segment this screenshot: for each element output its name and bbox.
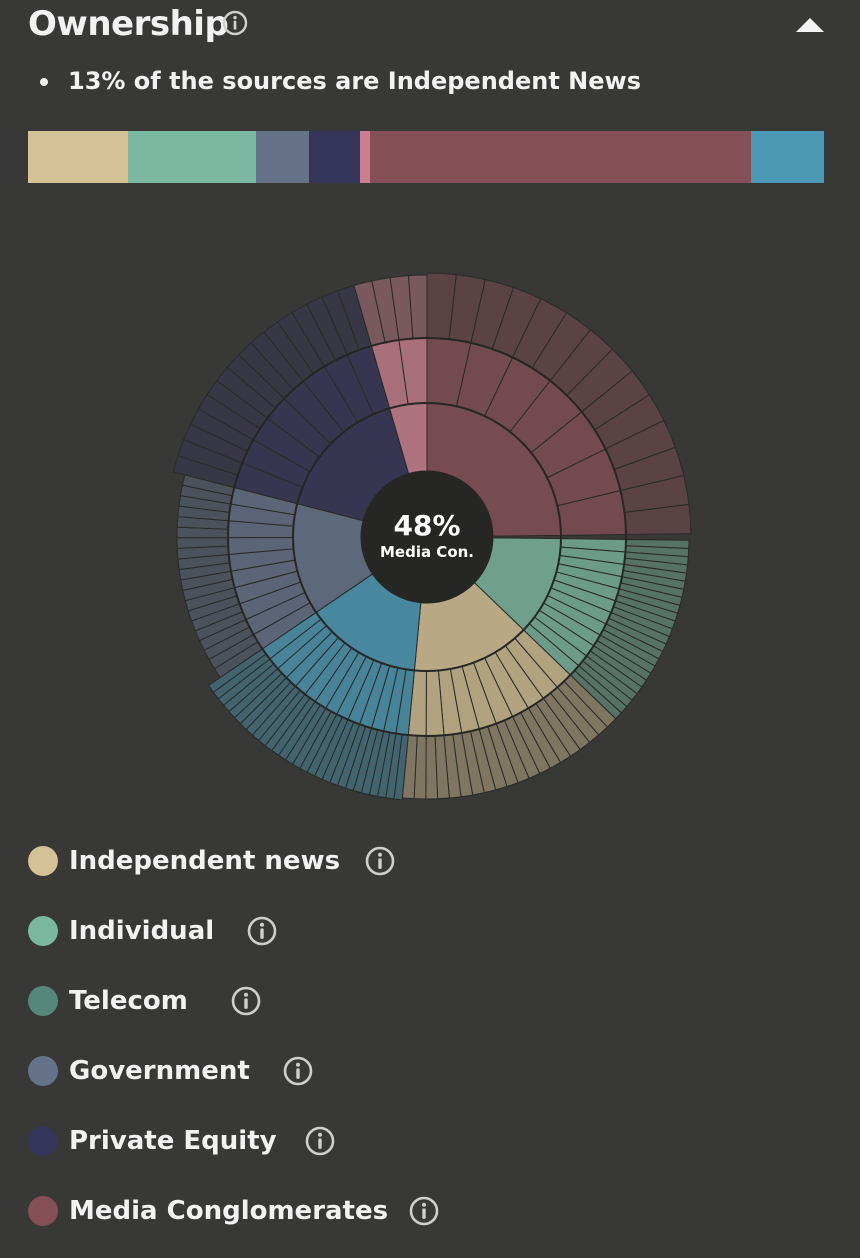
legend-swatch bbox=[28, 1126, 58, 1156]
summary-text: 13% of the sources are Independent News bbox=[68, 67, 641, 95]
legend-swatch bbox=[28, 986, 58, 1016]
info-icon[interactable] bbox=[247, 916, 277, 946]
ownership-header: Ownership bbox=[28, 4, 826, 44]
share-bar-segment[interactable] bbox=[308, 131, 360, 183]
ring-separator bbox=[292, 402, 562, 672]
share-bar-segment[interactable] bbox=[127, 131, 257, 183]
legend-label: Independent news bbox=[69, 846, 341, 876]
sunburst-sector[interactable] bbox=[426, 272, 692, 537]
ownership-sunburst-chart: 48%Media Con. bbox=[172, 272, 692, 801]
summary-list-item: 13% of the sources are Independent News bbox=[40, 64, 641, 98]
sunburst-outer-arc[interactable] bbox=[176, 537, 229, 549]
center-value: 48% bbox=[393, 509, 460, 542]
legend-swatch bbox=[28, 1056, 58, 1086]
info-icon[interactable] bbox=[365, 846, 395, 876]
section-title: Ownership bbox=[28, 4, 229, 44]
legend-label: Government bbox=[69, 1056, 250, 1086]
legend-label: Media Conglomerates bbox=[69, 1196, 389, 1226]
sunburst-outer-arc[interactable] bbox=[425, 735, 439, 800]
info-icon[interactable] bbox=[222, 10, 248, 36]
legend-swatch bbox=[28, 846, 58, 876]
center-label: Media Con. bbox=[380, 543, 474, 561]
legend-swatch bbox=[28, 916, 58, 946]
legend-item[interactable]: Independent news bbox=[28, 838, 628, 908]
legend-item[interactable]: Telecom bbox=[28, 978, 628, 1048]
share-bar-segment[interactable] bbox=[359, 131, 371, 183]
legend-item[interactable]: Private Equity bbox=[28, 1118, 628, 1188]
info-icon[interactable] bbox=[283, 1056, 313, 1086]
legend-label: Telecom bbox=[69, 986, 188, 1016]
legend-item[interactable]: Government bbox=[28, 1048, 628, 1118]
sunburst-sector[interactable] bbox=[172, 284, 410, 522]
legend-swatch bbox=[28, 1196, 58, 1226]
ownership-legend: Independent news Individual Telecom Governm… bbox=[28, 838, 628, 1258]
legend-item[interactable]: Media Conglomerates bbox=[28, 1188, 628, 1258]
chevron-up-icon[interactable] bbox=[794, 12, 826, 36]
info-icon[interactable] bbox=[409, 1196, 439, 1226]
info-icon[interactable] bbox=[231, 986, 261, 1016]
sunburst-sector[interactable] bbox=[207, 573, 422, 801]
share-bar-segment[interactable] bbox=[370, 131, 751, 183]
info-icon[interactable] bbox=[305, 1126, 335, 1156]
bullet bbox=[40, 78, 48, 86]
ownership-share-bar bbox=[28, 131, 826, 183]
legend-label: Private Equity bbox=[69, 1126, 277, 1156]
share-bar-segment[interactable] bbox=[28, 131, 128, 183]
legend-label: Individual bbox=[69, 916, 215, 946]
legend-item[interactable]: Individual bbox=[28, 908, 628, 978]
ring-separator bbox=[227, 337, 627, 737]
share-bar-segment[interactable] bbox=[750, 131, 824, 183]
center-circle bbox=[361, 471, 493, 603]
share-bar-segment[interactable] bbox=[256, 131, 309, 183]
